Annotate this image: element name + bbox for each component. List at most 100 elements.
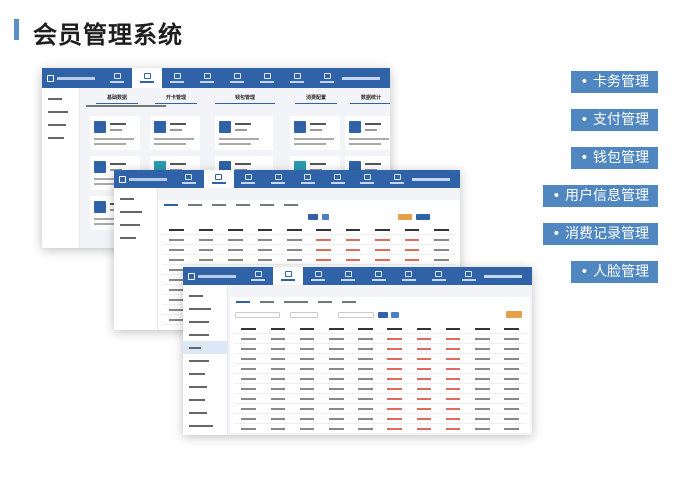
feature-card[interactable] [215, 116, 273, 150]
screenshot-user-list [183, 267, 532, 435]
nav-item[interactable] [273, 267, 304, 285]
nav-item[interactable] [382, 170, 412, 188]
feature-wallet-management: • 钱包管理 [571, 147, 658, 169]
sidebar-item[interactable] [114, 205, 157, 218]
search-input[interactable] [235, 312, 280, 318]
nav-icon [215, 174, 223, 180]
sidebar-item[interactable] [42, 131, 79, 144]
sidebar-item[interactable] [42, 105, 79, 118]
sidebar-item[interactable] [183, 354, 227, 367]
add-button[interactable] [398, 214, 412, 220]
nav-item[interactable] [312, 68, 342, 88]
nav-icon [393, 174, 401, 180]
feature-card[interactable] [90, 116, 140, 150]
sidebar-item[interactable] [114, 218, 157, 231]
nav-icon [314, 271, 322, 277]
sidebar-item[interactable] [183, 393, 227, 406]
nav-item[interactable] [424, 267, 454, 285]
table-row [234, 334, 526, 344]
tabs[interactable] [158, 200, 460, 210]
sidebar-item-active[interactable] [183, 341, 227, 354]
nav-icon [344, 271, 352, 277]
nav-icon [323, 73, 331, 79]
sidebar-item[interactable] [183, 302, 227, 315]
feature-consumption-record-management: • 消费记录管理 [543, 223, 658, 245]
user-group-select[interactable] [338, 312, 374, 318]
nav-icon [363, 174, 371, 180]
search-button[interactable] [308, 214, 318, 220]
user-info [484, 267, 532, 285]
content [228, 285, 532, 435]
app-logo [183, 267, 243, 285]
nav-icon [465, 271, 473, 277]
nav-icon [304, 174, 312, 180]
department-select[interactable] [290, 312, 318, 318]
nav-item[interactable] [364, 267, 394, 285]
sidebar-item[interactable] [183, 380, 227, 393]
nav-item[interactable] [323, 170, 353, 188]
sidebar-item[interactable] [183, 419, 227, 432]
nav-item[interactable] [222, 68, 252, 88]
nav-item[interactable] [282, 68, 312, 88]
user-info [412, 170, 460, 188]
reset-button[interactable] [322, 214, 329, 220]
reset-button[interactable] [391, 312, 399, 318]
nav-item[interactable] [243, 267, 273, 285]
nav-item[interactable] [162, 68, 192, 88]
user-info [342, 68, 390, 88]
sidebar-item[interactable] [183, 328, 227, 341]
nav-item[interactable] [132, 68, 162, 88]
sidebar-item[interactable] [114, 192, 157, 205]
nav-icon [375, 271, 383, 277]
feature-icon [94, 201, 106, 213]
sidebar [42, 88, 80, 248]
data-table [234, 324, 526, 434]
nav-icon [284, 271, 292, 277]
nav-item[interactable] [252, 68, 282, 88]
sidebar-item[interactable] [114, 231, 157, 244]
search-button[interactable] [378, 312, 388, 318]
feature-card[interactable] [150, 116, 200, 150]
table-row [162, 255, 456, 265]
nav-icon [173, 73, 181, 79]
table-row [234, 364, 526, 374]
nav-item[interactable] [333, 267, 363, 285]
export-button[interactable] [416, 214, 430, 220]
section-statistics: 数据统计 [350, 94, 390, 104]
nav-icon [405, 271, 413, 277]
nav-item[interactable] [192, 68, 222, 88]
feature-card[interactable] [290, 116, 340, 150]
nav-item[interactable] [454, 267, 484, 285]
sidebar-item[interactable] [183, 289, 227, 302]
nav-item[interactable] [263, 170, 293, 188]
nav-item[interactable] [303, 267, 333, 285]
table-header [234, 324, 526, 334]
nav-item[interactable] [203, 170, 234, 188]
nav-item[interactable] [293, 170, 323, 188]
nav-item[interactable] [102, 68, 132, 88]
table-header [162, 225, 456, 235]
app-header [42, 68, 390, 88]
top-nav [102, 68, 342, 88]
breadcrumb [80, 88, 390, 115]
nav-item[interactable] [234, 170, 264, 188]
top-nav [174, 170, 412, 188]
feature-icon [154, 121, 166, 133]
tabs[interactable] [230, 297, 530, 307]
add-button[interactable] [506, 311, 522, 318]
sidebar-item[interactable] [42, 118, 79, 131]
feature-icon [94, 161, 106, 173]
table-row [162, 235, 456, 245]
nav-item[interactable] [394, 267, 424, 285]
sidebar-item[interactable] [183, 406, 227, 419]
sidebar-item[interactable] [42, 92, 79, 105]
panel [230, 297, 530, 434]
feature-card[interactable] [345, 116, 390, 150]
table-row [234, 384, 526, 394]
nav-item[interactable] [353, 170, 383, 188]
sidebar-item[interactable] [183, 315, 227, 328]
nav-item[interactable] [174, 170, 204, 188]
sidebar-item[interactable] [183, 367, 227, 380]
feature-payment-management: • 支付管理 [571, 109, 658, 131]
feature-icon [94, 121, 106, 133]
